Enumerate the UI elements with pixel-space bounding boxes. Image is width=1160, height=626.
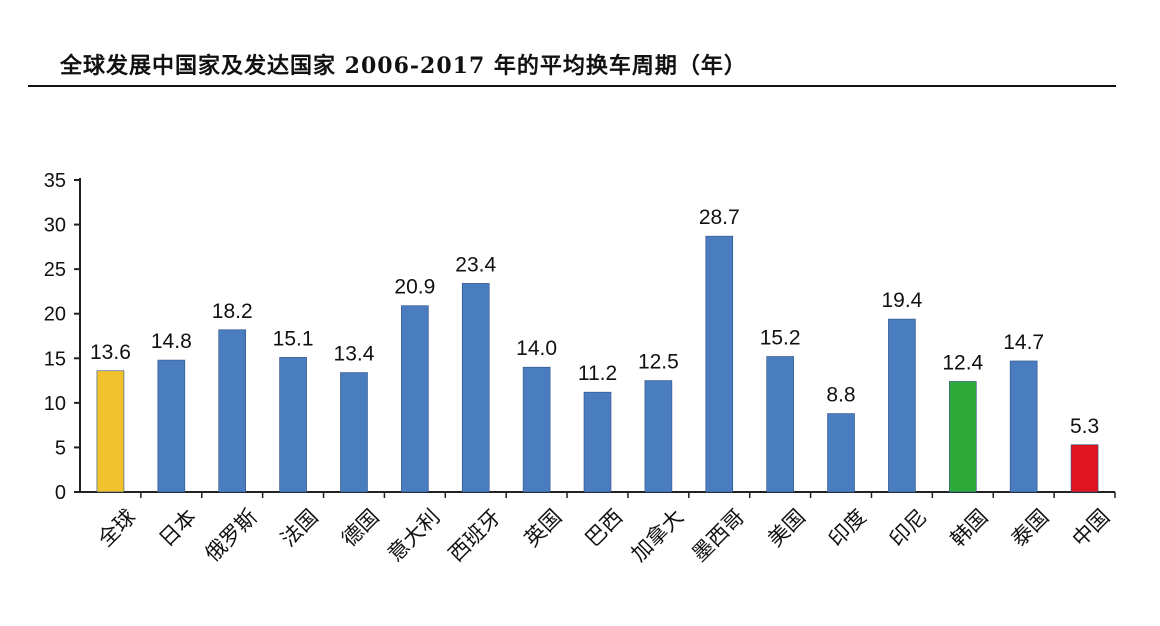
category-label: 俄罗斯: [201, 505, 262, 566]
data-labels: 13.6 14.8 18.2 15.1 13.4 20.9 23.4 14.0 11.2 12.5…: [90, 206, 1099, 438]
category-label: 中国: [1068, 505, 1114, 551]
bar: [766, 356, 794, 493]
bar: [461, 283, 490, 493]
category-label: 美国: [764, 505, 810, 551]
category-label: 巴西: [581, 505, 627, 551]
category-labels: 全球 日本 俄罗斯 法国 德国 意大利 西班牙 英国 巴西 加拿大 墨西哥 美国 印度 印尼 韩国 泰国 中国: [94, 505, 1114, 567]
bar: [279, 357, 307, 493]
bar-value-label: 11.2: [578, 362, 617, 385]
category-label: 法国: [277, 505, 323, 551]
bar-value-label: 14.0: [516, 337, 557, 360]
category-label: 德国: [338, 505, 384, 551]
bar-value-label: 14.7: [1003, 331, 1044, 354]
y-tick-label: 30: [44, 215, 66, 237]
bar-value-label: 15.1: [273, 327, 314, 350]
category-label: 日本: [155, 505, 201, 551]
y-tick-label: 20: [44, 304, 66, 326]
x-axis: [80, 491, 1116, 498]
bar: [583, 391, 612, 493]
category-label: 全球: [94, 505, 140, 551]
bar-value-label: 5.3: [1070, 415, 1099, 438]
category-label: 意大利: [384, 505, 445, 566]
category-label: 印尼: [886, 505, 932, 551]
bar: [644, 380, 673, 493]
bar-value-label: 19.4: [881, 289, 922, 312]
bar-value-label: 28.7: [699, 206, 740, 229]
bar: [948, 381, 977, 493]
bar: [705, 235, 734, 493]
category-label: 印度: [825, 505, 871, 551]
category-label: 韩国: [947, 505, 993, 551]
y-tick-label: 15: [44, 348, 66, 370]
y-tick-label: 25: [44, 259, 66, 281]
bar-value-label: 13.6: [90, 341, 131, 364]
bar-value-label: 8.8: [826, 384, 855, 407]
category-label: 加拿大: [627, 505, 689, 567]
category-label: 西班牙: [445, 505, 506, 566]
bar: [218, 329, 247, 493]
bar: [522, 366, 551, 493]
bar: [827, 413, 855, 493]
category-label: 墨西哥: [688, 505, 749, 566]
bar-value-label: 12.4: [942, 351, 983, 374]
bar-value-label: 23.4: [455, 253, 496, 276]
category-label: 泰国: [1007, 505, 1053, 551]
bar-value-label: 15.2: [760, 327, 801, 350]
bar: [888, 318, 916, 493]
y-tick-label: 10: [44, 393, 66, 415]
y-tick-label: 35: [44, 170, 66, 192]
title-divider: [28, 85, 1116, 87]
bar: [1070, 444, 1099, 493]
y-tick-label: 0: [55, 482, 66, 504]
bar: [1009, 360, 1038, 493]
y-axis: 0 5 10 15 20 25 30 35: [44, 170, 81, 504]
bar: [401, 305, 429, 493]
bar: [96, 370, 125, 493]
bars: [96, 235, 1099, 493]
y-tick-label: 5: [55, 437, 66, 459]
chart-title: 全球发展中国家及发达国家 2006-2017 年的平均换车周期（年）: [60, 53, 747, 79]
bar-value-label: 12.5: [638, 351, 679, 374]
bar-value-label: 20.9: [394, 276, 435, 299]
category-label: 英国: [520, 505, 566, 551]
bar-value-label: 14.8: [151, 330, 192, 353]
bar: [157, 359, 186, 493]
bar-value-label: 13.4: [334, 343, 375, 366]
bar-value-label: 18.2: [212, 300, 253, 323]
bar: [340, 372, 368, 493]
